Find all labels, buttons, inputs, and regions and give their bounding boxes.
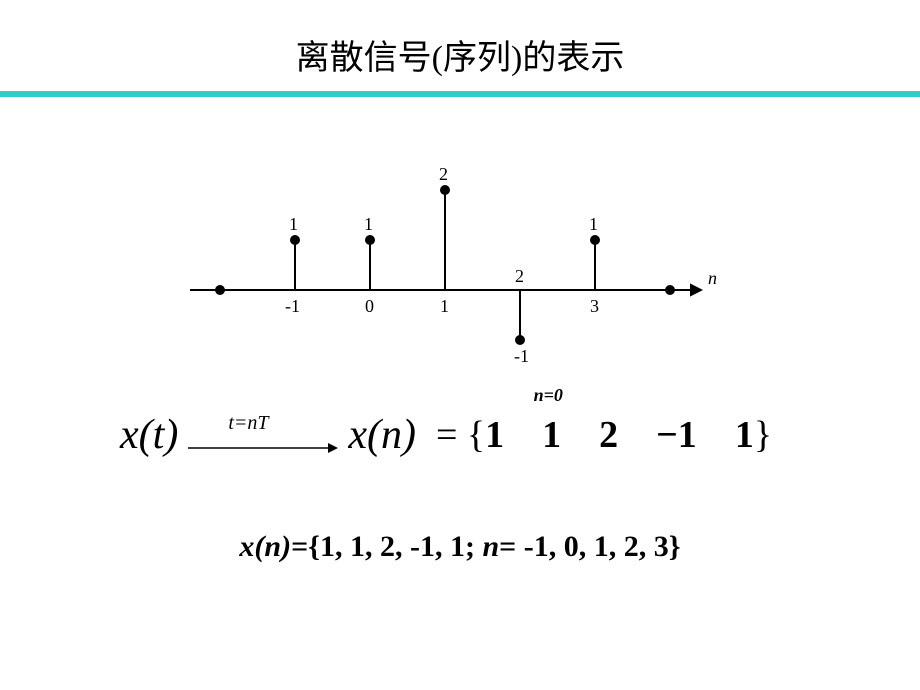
svg-text:1: 1	[289, 214, 298, 234]
svg-text:-1: -1	[514, 346, 529, 366]
divider	[0, 91, 920, 97]
eq-xt: x(t)	[120, 411, 178, 459]
eq-arrow-label: t=nT	[228, 412, 268, 435]
slide: 离散信号(序列)的表示 n 1 -1 1 0 2 1 -1 2 1 3 x(t) t=nT x(n)…	[0, 0, 920, 690]
svg-text:n: n	[708, 268, 717, 288]
svg-text:2: 2	[439, 164, 448, 184]
eq-xn: x(n)	[348, 411, 416, 459]
bottom-equation: x(n)={1, 1, 2, -1, 1; n= -1, 0, 1, 2, 3}	[0, 530, 920, 564]
eq-sequence: = {1 1 2 −1 1}n=0	[436, 413, 772, 457]
svg-text:-1: -1	[285, 296, 300, 316]
svg-text:1: 1	[364, 214, 373, 234]
stem-plot: n 1 -1 1 0 2 1 -1 2 1 3	[180, 140, 740, 380]
svg-text:1: 1	[589, 214, 598, 234]
equation-row: x(t) t=nT x(n) = {1 1 2 −1 1}n=0	[0, 410, 920, 460]
bottom-n: n	[482, 530, 499, 563]
slide-title: 离散信号(序列)的表示	[0, 0, 920, 79]
stem-plot-svg: n 1 -1 1 0 2 1 -1 2 1 3	[180, 140, 740, 380]
bottom-xn: x(n)	[239, 530, 291, 563]
svg-text:2: 2	[515, 266, 524, 286]
svg-text:0: 0	[365, 296, 374, 316]
arrow-icon	[188, 438, 338, 458]
bottom-tail: = -1, 0, 1, 2, 3}	[499, 530, 680, 563]
bottom-rest: ={1, 1, 2, -1, 1;	[291, 530, 482, 563]
svg-text:1: 1	[440, 296, 449, 316]
svg-text:3: 3	[590, 296, 599, 316]
eq-arrow: t=nT	[188, 410, 338, 460]
